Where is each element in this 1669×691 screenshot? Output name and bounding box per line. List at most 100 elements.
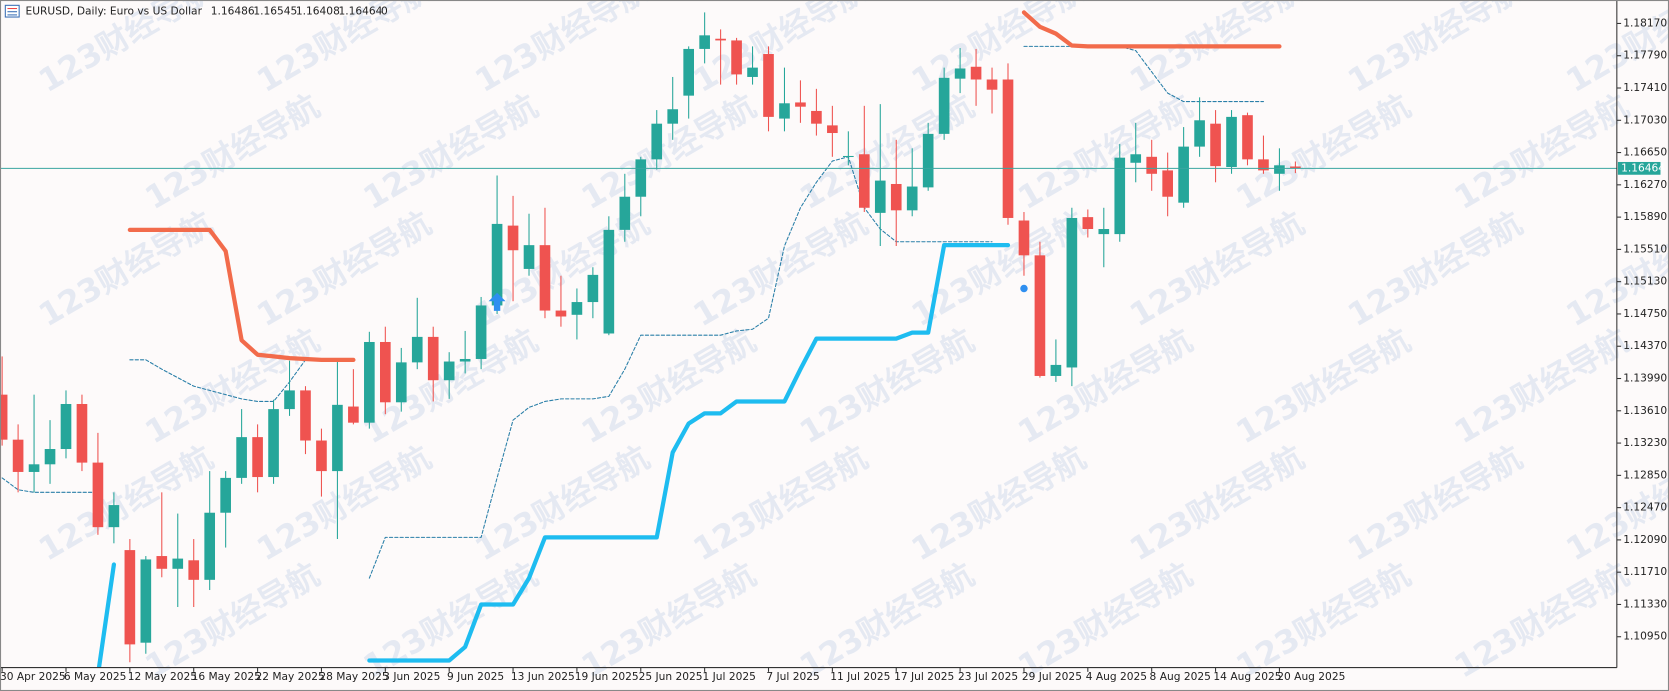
candle-body	[1130, 154, 1142, 163]
candle-body	[491, 223, 503, 306]
x-tick-label: 11 Jul 2025	[830, 670, 890, 683]
y-tick-label: 1.15890	[1623, 210, 1667, 223]
candle-body	[44, 449, 56, 465]
candle-body	[364, 341, 375, 423]
candle-body	[1210, 123, 1221, 167]
candle-body	[284, 390, 295, 410]
y-tick-label: 1.17410	[1623, 81, 1667, 94]
y-tick-label: 1.15510	[1623, 242, 1667, 255]
trend-line	[1021, 10, 1282, 49]
candle-body	[827, 125, 838, 134]
x-tick-label: 30 Apr 2025	[0, 670, 66, 683]
x-tick-label: 7 Jul 2025	[766, 670, 819, 683]
x-tick-label: 16 May 2025	[192, 670, 261, 683]
candle-body	[779, 103, 790, 119]
candle-body	[156, 556, 168, 569]
candle-body	[906, 186, 918, 211]
candle-body	[1258, 159, 1269, 171]
current-price-label: 1.16464	[1621, 161, 1665, 174]
candle-body	[28, 464, 40, 472]
y-tick-label: 1.13230	[1623, 436, 1667, 449]
signals	[488, 284, 1028, 311]
candle-body	[12, 439, 24, 472]
candle-body	[715, 38, 726, 41]
trend-line	[127, 227, 356, 362]
x-tick-label: 20 Aug 2025	[1277, 670, 1345, 683]
candle-body	[938, 77, 950, 134]
candle-body	[252, 437, 263, 478]
candle-body	[332, 404, 343, 472]
candle-body	[1242, 115, 1253, 160]
x-tick-label: 3 Jun 2025	[383, 670, 440, 683]
candle-body	[348, 406, 359, 423]
candle-body	[970, 66, 982, 80]
y-tick-label: 1.18170	[1623, 16, 1667, 29]
candle-body	[459, 358, 471, 362]
y-tick-label: 1.15130	[1623, 275, 1667, 288]
candle-body	[523, 245, 535, 269]
candle-body	[108, 505, 120, 528]
candle-body	[1018, 220, 1030, 256]
x-tick-label: 29 Jul 2025	[1022, 670, 1082, 683]
trend-line	[367, 243, 1011, 663]
header-close: 1.16464	[338, 5, 382, 18]
candle-body	[747, 67, 758, 77]
x-tick-label: 22 May 2025	[255, 670, 324, 683]
candle-body	[619, 196, 631, 230]
candle-body	[268, 409, 279, 478]
y-tick-label: 1.10950	[1623, 630, 1667, 643]
candle-body	[507, 225, 519, 251]
dashed-line	[368, 156, 993, 579]
candle-body	[411, 336, 423, 363]
plot-area	[0, 10, 1617, 668]
candle-body	[316, 440, 327, 472]
candle-body	[427, 336, 439, 381]
candle-body	[763, 54, 774, 117]
candle-body	[571, 302, 583, 315]
header-open: 1.16486	[211, 5, 255, 18]
candle-body	[1194, 120, 1205, 147]
candle-body	[172, 558, 184, 569]
symbol-icon	[4, 4, 20, 18]
candle-body	[124, 550, 136, 645]
candle-body	[443, 361, 455, 381]
x-tick-label: 14 Aug 2025	[1213, 670, 1281, 683]
x-tick-label: 8 Aug 2025	[1150, 670, 1211, 683]
candle-body	[1114, 157, 1126, 235]
chart-title: EURUSD, Daily: Euro vs US Dollar	[26, 5, 203, 18]
candle-body	[1178, 146, 1189, 203]
x-tick-label: 28 May 2025	[319, 670, 388, 683]
candle-body	[922, 133, 934, 188]
candle-body	[60, 403, 72, 450]
candle-body	[1082, 217, 1094, 230]
current-price-box	[1617, 161, 1661, 175]
candle-body	[811, 110, 822, 124]
candle-body	[76, 403, 88, 463]
candle-body	[603, 229, 615, 334]
candle-body	[890, 183, 902, 211]
candle-body	[587, 274, 599, 303]
x-tick-label: 13 Jun 2025	[511, 670, 575, 683]
y-tick-label: 1.12090	[1623, 533, 1667, 546]
x-tick-label: 1 Jul 2025	[703, 670, 756, 683]
y-tick-label: 1.13990	[1623, 372, 1667, 385]
candle-body	[475, 305, 487, 359]
candle-body	[954, 68, 966, 79]
candle-body	[539, 245, 551, 311]
candle-body	[1146, 156, 1158, 174]
candle-body	[683, 48, 694, 96]
candle-body	[92, 462, 104, 528]
header-high: 1.16545	[253, 5, 297, 18]
header-extra: 0	[381, 5, 388, 18]
candle-body	[651, 123, 663, 160]
x-tick-label: 4 Aug 2025	[1086, 670, 1147, 683]
candle-body	[0, 394, 8, 440]
x-tick-label: 9 Jun 2025	[447, 670, 504, 683]
candle-body	[188, 560, 200, 580]
candle-body	[795, 102, 806, 107]
candle-body	[858, 154, 870, 208]
candle-body	[555, 310, 567, 317]
